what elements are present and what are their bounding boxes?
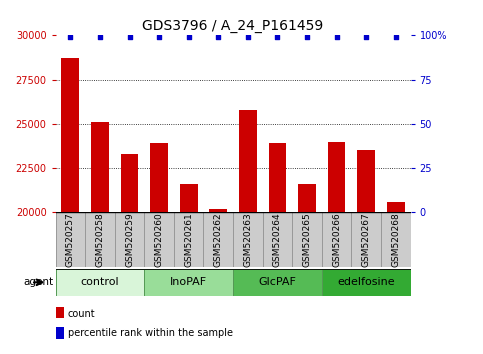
FancyBboxPatch shape: [56, 212, 85, 267]
Bar: [328, 142, 345, 212]
FancyBboxPatch shape: [144, 212, 174, 267]
Text: GSM520267: GSM520267: [362, 212, 370, 267]
Point: [126, 34, 133, 40]
Bar: [239, 110, 257, 212]
Text: GSM520261: GSM520261: [184, 212, 193, 267]
Bar: [121, 154, 139, 212]
FancyBboxPatch shape: [56, 269, 144, 296]
Point: [185, 34, 193, 40]
Point: [392, 34, 399, 40]
Point: [96, 34, 104, 40]
FancyBboxPatch shape: [144, 269, 233, 296]
Point: [214, 34, 222, 40]
Text: agent: agent: [23, 277, 53, 287]
Bar: [269, 143, 286, 212]
Text: GSM520268: GSM520268: [391, 212, 400, 267]
Text: GSM520259: GSM520259: [125, 212, 134, 267]
Title: GDS3796 / A_24_P161459: GDS3796 / A_24_P161459: [142, 19, 324, 33]
Point: [155, 34, 163, 40]
Bar: [91, 122, 109, 212]
FancyBboxPatch shape: [322, 269, 411, 296]
Bar: [387, 202, 405, 212]
Text: GSM520262: GSM520262: [214, 212, 223, 267]
FancyBboxPatch shape: [263, 212, 292, 267]
Text: InoPAF: InoPAF: [170, 277, 207, 287]
Bar: [56, 327, 64, 339]
Text: GSM520265: GSM520265: [302, 212, 312, 267]
FancyBboxPatch shape: [85, 212, 115, 267]
Point: [273, 34, 281, 40]
Bar: [210, 209, 227, 212]
Point: [333, 34, 341, 40]
FancyBboxPatch shape: [115, 212, 144, 267]
Bar: [150, 143, 168, 212]
Point: [67, 34, 74, 40]
FancyBboxPatch shape: [233, 212, 263, 267]
Text: GSM520263: GSM520263: [243, 212, 252, 267]
FancyBboxPatch shape: [203, 212, 233, 267]
FancyBboxPatch shape: [292, 212, 322, 267]
Point: [244, 34, 252, 40]
FancyBboxPatch shape: [174, 212, 203, 267]
Point: [303, 34, 311, 40]
Bar: [180, 184, 198, 212]
Bar: [61, 58, 79, 212]
Bar: [298, 184, 316, 212]
Text: GSM520258: GSM520258: [96, 212, 104, 267]
Text: control: control: [81, 277, 119, 287]
Text: count: count: [68, 309, 96, 319]
Text: GlcPAF: GlcPAF: [258, 277, 297, 287]
Text: GSM520264: GSM520264: [273, 212, 282, 267]
Text: GSM520260: GSM520260: [155, 212, 164, 267]
FancyBboxPatch shape: [381, 212, 411, 267]
Text: GSM520257: GSM520257: [66, 212, 75, 267]
FancyBboxPatch shape: [322, 212, 352, 267]
FancyBboxPatch shape: [352, 212, 381, 267]
FancyBboxPatch shape: [233, 269, 322, 296]
Point: [362, 34, 370, 40]
Text: percentile rank within the sample: percentile rank within the sample: [68, 328, 233, 338]
Text: edelfosine: edelfosine: [337, 277, 395, 287]
Text: GSM520266: GSM520266: [332, 212, 341, 267]
Bar: [357, 150, 375, 212]
Bar: [56, 307, 64, 318]
